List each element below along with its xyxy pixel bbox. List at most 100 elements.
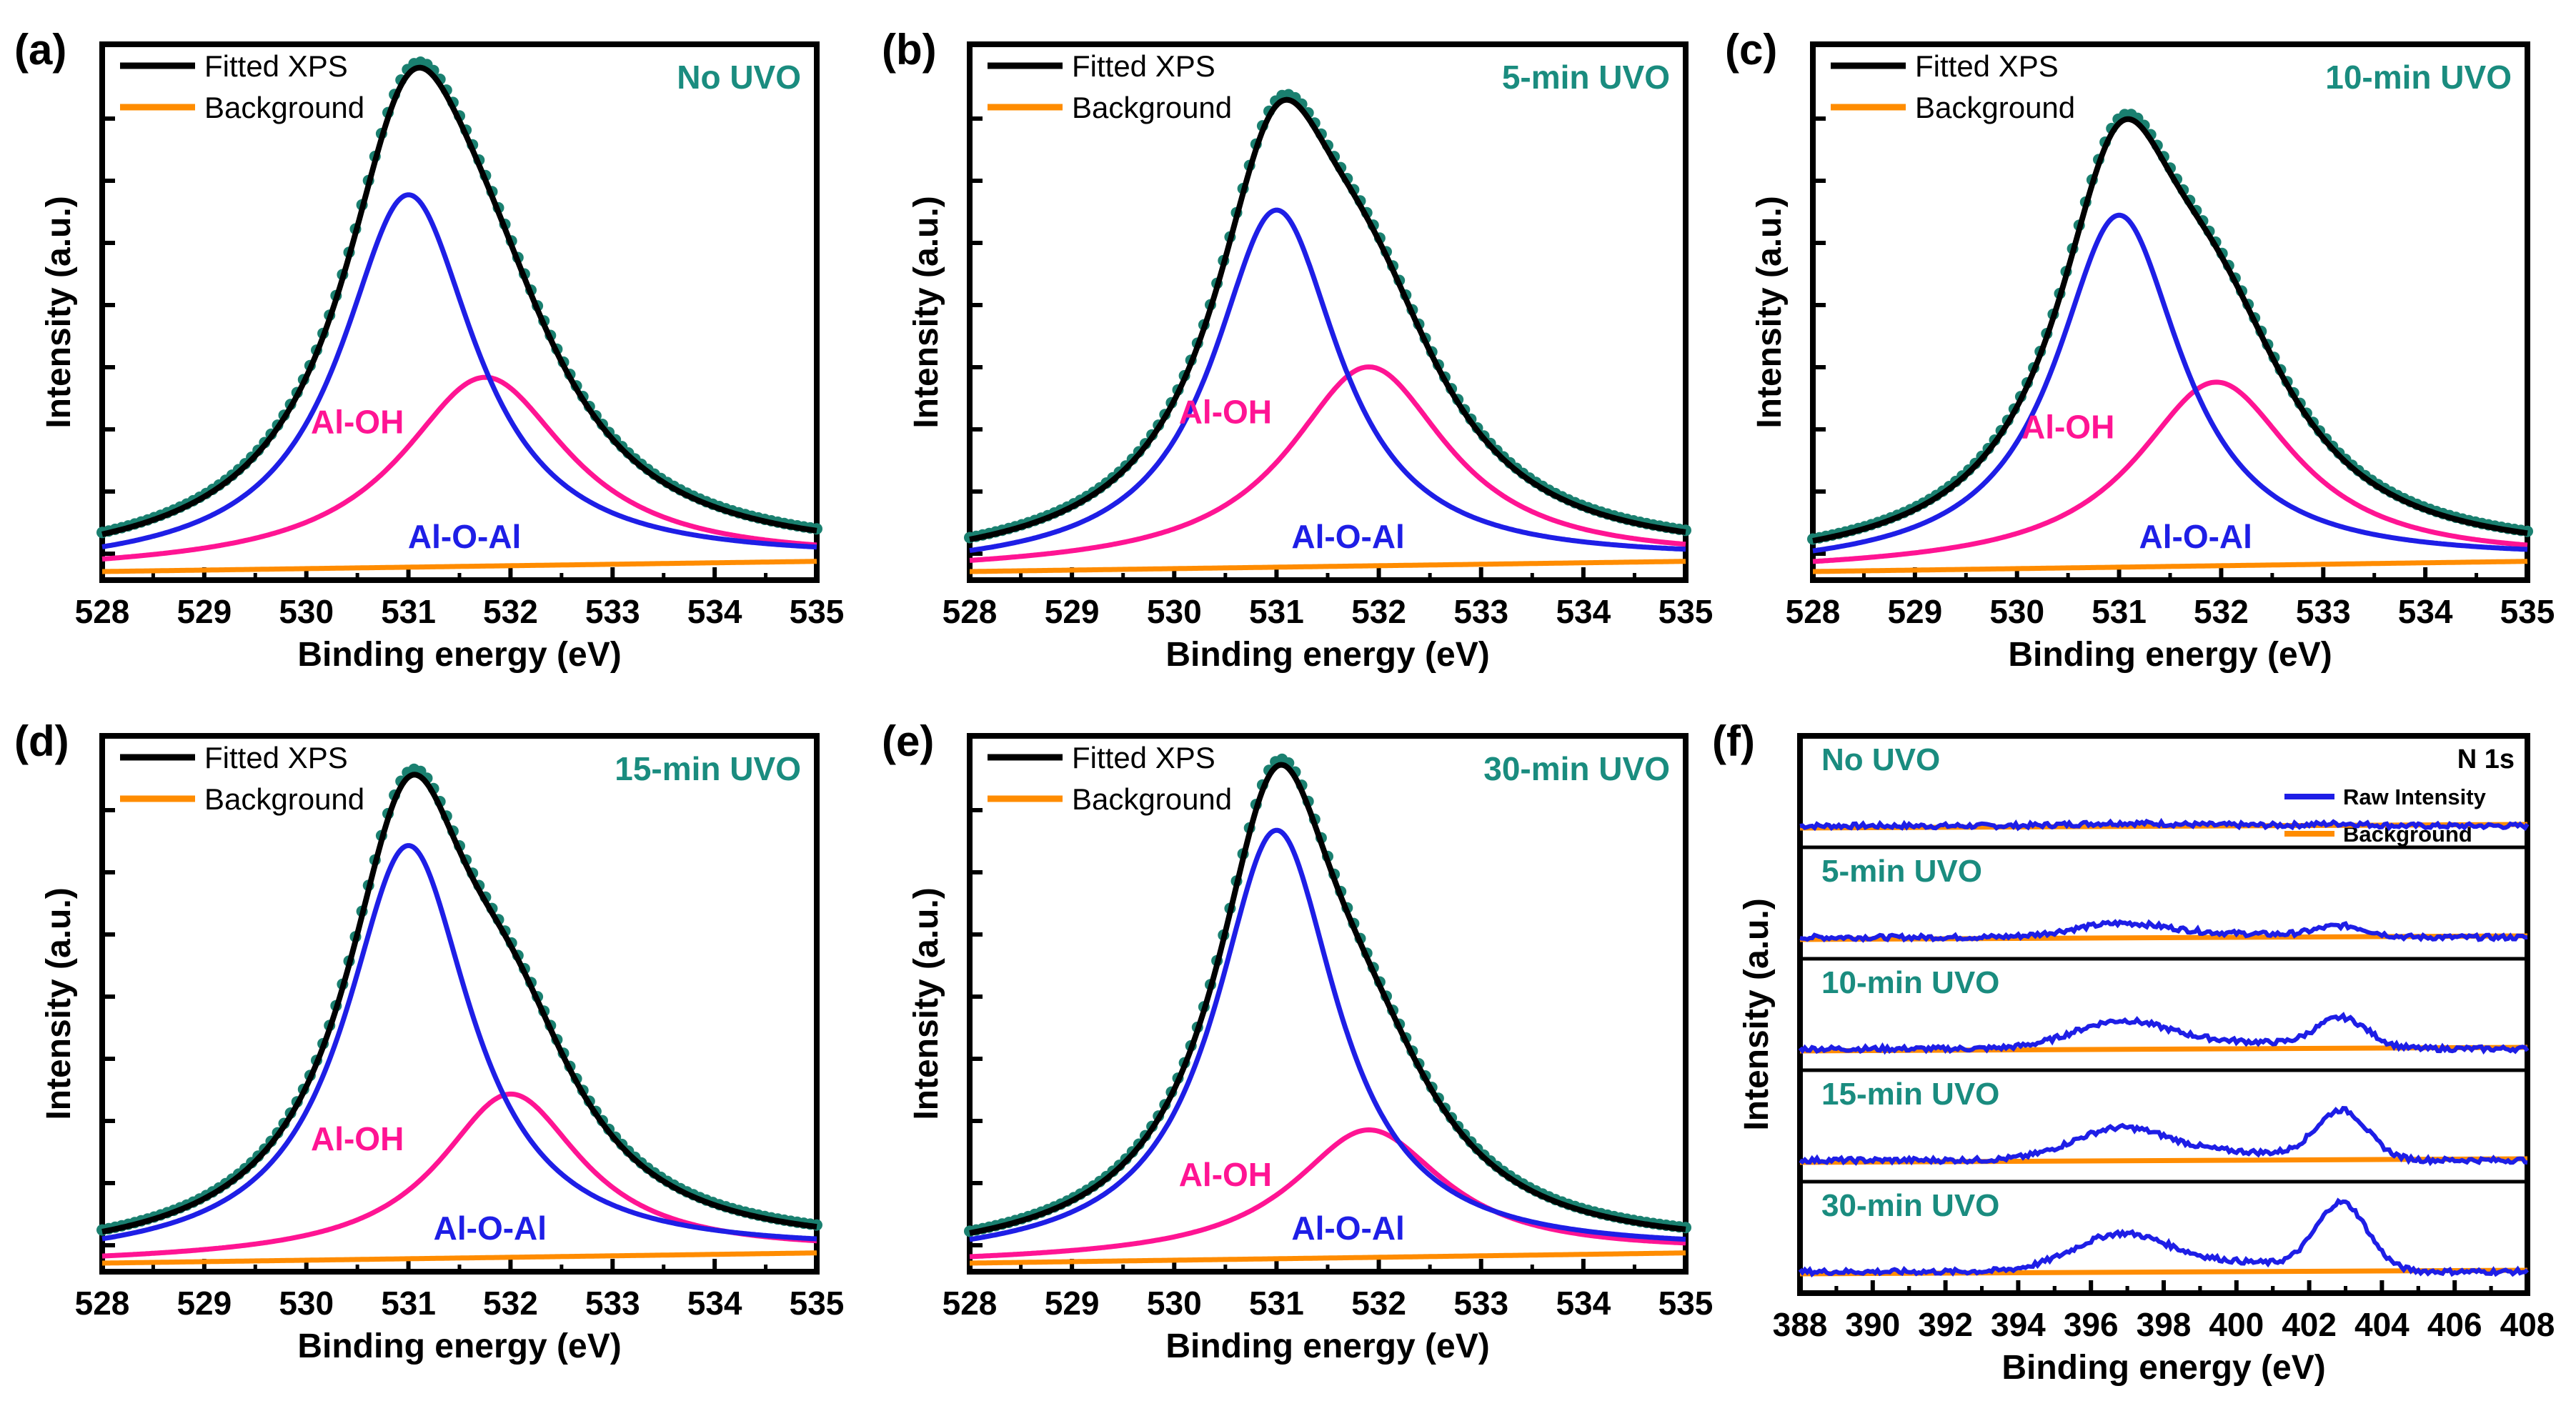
x-axis-label: Binding energy (eV) bbox=[297, 1327, 621, 1365]
al-oh-label: Al-OH bbox=[2021, 409, 2114, 446]
x-tick-label: 398 bbox=[2137, 1306, 2192, 1343]
x-tick-label: 533 bbox=[585, 593, 640, 630]
panel-label: (f) bbox=[1712, 717, 1755, 765]
condition-label: 5-min UVO bbox=[1821, 854, 1982, 889]
legend-label-raw: Raw Intensity bbox=[2343, 784, 2487, 809]
x-tick-label: 530 bbox=[1147, 593, 1202, 630]
x-tick-label: 534 bbox=[1556, 1285, 1611, 1322]
x-tick-label: 535 bbox=[1659, 593, 1714, 630]
x-tick-label: 388 bbox=[1773, 1306, 1828, 1343]
al-oh-component-line bbox=[969, 364, 1686, 563]
x-tick-label: 535 bbox=[790, 1285, 845, 1322]
background-line bbox=[102, 1250, 817, 1266]
x-tick-label: 529 bbox=[1045, 593, 1100, 630]
x-axis-label: Binding energy (eV) bbox=[1165, 636, 1489, 674]
fitted-xps-line bbox=[101, 772, 817, 1235]
legend-label-fitted: Fitted XPS bbox=[1072, 741, 1215, 774]
x-tick-label: 530 bbox=[1989, 593, 2044, 630]
x-tick-label: 533 bbox=[1453, 1285, 1508, 1322]
condition-label: No UVO bbox=[677, 59, 801, 96]
al-o-al-label: Al-O-Al bbox=[2139, 518, 2252, 555]
x-tick-label: 396 bbox=[2064, 1306, 2119, 1343]
condition-label: 10-min UVO bbox=[2325, 59, 2512, 96]
x-tick-label: 529 bbox=[176, 1285, 232, 1322]
legend-label-background: Background bbox=[204, 91, 364, 124]
background-line bbox=[102, 559, 817, 574]
x-tick-label: 534 bbox=[2398, 593, 2453, 630]
fitted-xps-line bbox=[101, 64, 817, 537]
raw-intensity-line bbox=[1799, 919, 2528, 943]
x-tick-label: 531 bbox=[2092, 593, 2147, 630]
x-tick-label: 533 bbox=[1453, 593, 1508, 630]
y-axis-label: Intensity (a.u.) bbox=[1751, 196, 1789, 428]
x-tick-label: 529 bbox=[176, 593, 232, 630]
fitted-xps-line bbox=[969, 96, 1686, 542]
al-o-al-label: Al-O-Al bbox=[434, 1210, 547, 1247]
condition-label: 5-min UVO bbox=[1502, 59, 1670, 96]
al-o-al-component-line bbox=[969, 207, 1686, 554]
al-oh-label: Al-OH bbox=[1179, 393, 1272, 430]
panel-label: (d) bbox=[14, 717, 69, 765]
raw-intensity-line bbox=[1799, 817, 2530, 832]
legend-label-background: Background bbox=[204, 782, 364, 816]
x-tick-label: 531 bbox=[1249, 593, 1304, 630]
background-line bbox=[970, 559, 1686, 574]
legend-label-fitted: Fitted XPS bbox=[1072, 49, 1215, 83]
legend-label-background: Background bbox=[1072, 782, 1232, 816]
raw-intensity-line bbox=[1799, 1106, 2528, 1167]
legend-label-background: Background bbox=[1072, 91, 1232, 124]
fitted-xps-line bbox=[969, 762, 1686, 1236]
al-oh-component-line bbox=[101, 374, 817, 562]
x-tick-label: 534 bbox=[1556, 593, 1611, 630]
al-o-al-component-line bbox=[1812, 212, 2528, 554]
raw-intensity-line bbox=[1798, 1012, 2530, 1055]
legend-label-fitted: Fitted XPS bbox=[204, 741, 348, 774]
x-tick-label: 532 bbox=[483, 593, 538, 630]
x-axis-label: Binding energy (eV) bbox=[297, 636, 621, 674]
x-tick-label: 529 bbox=[1887, 593, 1942, 630]
x-tick-label: 390 bbox=[1845, 1306, 1900, 1343]
x-tick-label: 535 bbox=[2500, 593, 2555, 630]
y-axis-label: Intensity (a.u.) bbox=[40, 196, 78, 428]
x-axis-label: Binding energy (eV) bbox=[1165, 1327, 1489, 1365]
x-tick-label: 531 bbox=[1249, 1285, 1304, 1322]
x-tick-label: 535 bbox=[790, 593, 845, 630]
y-axis-label: Intensity (a.u.) bbox=[907, 196, 945, 428]
background-line bbox=[1813, 559, 2528, 574]
x-axis-label: Binding energy (eV) bbox=[2008, 636, 2332, 674]
panel-label: (a) bbox=[14, 26, 66, 74]
panel-label: (b) bbox=[882, 26, 937, 74]
x-tick-label: 530 bbox=[279, 1285, 334, 1322]
legend-label-fitted: Fitted XPS bbox=[1915, 49, 2059, 83]
x-tick-label: 530 bbox=[1147, 1285, 1202, 1322]
condition-label: No UVO bbox=[1821, 742, 1940, 777]
x-tick-label: 528 bbox=[1786, 593, 1841, 630]
al-o-al-component-line bbox=[101, 192, 817, 550]
condition-label: 15-min UVO bbox=[1821, 1077, 1999, 1112]
x-tick-label: 534 bbox=[687, 593, 742, 630]
x-tick-label: 535 bbox=[1659, 1285, 1714, 1322]
y-axis-label: Intensity (a.u.) bbox=[1738, 898, 1776, 1130]
al-o-al-component-line bbox=[101, 843, 817, 1242]
al-o-al-label: Al-O-Al bbox=[1291, 518, 1404, 555]
legend-label-fitted: Fitted XPS bbox=[204, 49, 348, 83]
x-tick-label: 532 bbox=[1351, 593, 1406, 630]
al-o-al-label: Al-O-Al bbox=[1291, 1210, 1404, 1247]
x-axis-label: Binding energy (eV) bbox=[2001, 1349, 2325, 1387]
x-tick-label: 528 bbox=[943, 593, 998, 630]
fitted-xps-line bbox=[1812, 116, 2528, 544]
x-tick-label: 530 bbox=[279, 593, 334, 630]
x-tick-label: 534 bbox=[687, 1285, 742, 1322]
x-tick-label: 528 bbox=[943, 1285, 998, 1322]
background-line bbox=[970, 1250, 1686, 1266]
condition-label: 30-min UVO bbox=[1821, 1188, 1999, 1223]
x-tick-label: 532 bbox=[483, 1285, 538, 1322]
al-oh-component-line bbox=[969, 1127, 1686, 1260]
x-tick-label: 532 bbox=[1351, 1285, 1406, 1322]
x-tick-label: 406 bbox=[2427, 1306, 2482, 1343]
x-tick-label: 528 bbox=[75, 1285, 130, 1322]
spectrum-title: N 1s bbox=[2457, 744, 2515, 774]
al-oh-label: Al-OH bbox=[1179, 1156, 1272, 1193]
panel-label: (c) bbox=[1725, 26, 1777, 74]
panel-label: (e) bbox=[882, 717, 934, 765]
